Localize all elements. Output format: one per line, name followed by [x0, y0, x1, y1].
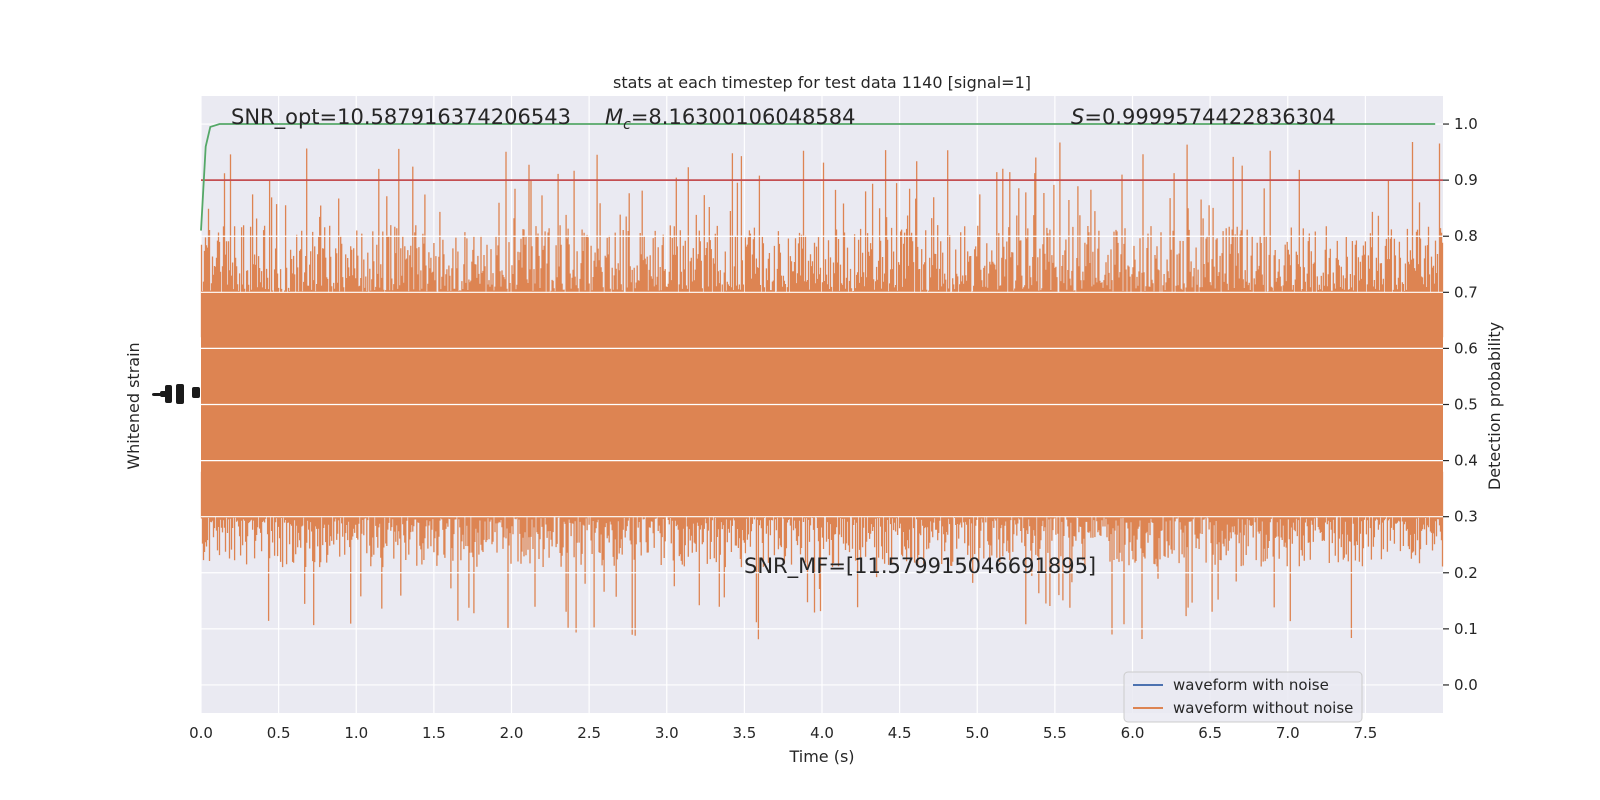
chirp-mass-symbol: M: [605, 105, 623, 129]
y-tick-label: 0.3: [1454, 508, 1478, 526]
y-axis-label-left: Whitened strain: [124, 342, 143, 469]
x-axis-ticks: 0.0 0.5 1.0 1.5 2.0 2.5 3.0 3.5 4.0 4.5 5.0 5.5 6.0 6…: [189, 724, 1377, 742]
chirp-mass-subscript: c: [623, 117, 631, 133]
waveform-lower-excursions: [200, 471, 1444, 640]
waveform-upper-excursions: [200, 142, 1444, 338]
y-tick-label: 0.0: [1454, 676, 1478, 694]
x-tick-label: 0.0: [189, 724, 213, 742]
x-tick-label: 2.0: [500, 724, 524, 742]
x-tick-label: 3.5: [732, 724, 756, 742]
y-tick-label: 0.8: [1454, 227, 1478, 245]
left-tick-label-overlap: [165, 385, 172, 403]
legend-box: [1123, 671, 1363, 723]
y-tick-label: 0.5: [1454, 396, 1478, 414]
y-tick-label: 0.7: [1454, 283, 1478, 301]
left-tick-label-overlap: [192, 387, 200, 398]
y-tick-label: 0.6: [1454, 339, 1478, 357]
chirp-mass-value: =8.16300106048584: [631, 105, 856, 129]
x-tick-label: 4.5: [888, 724, 912, 742]
x-tick-label: 6.0: [1121, 724, 1145, 742]
y-tick-label: 0.1: [1454, 620, 1478, 638]
y-axis-right-ticks: 0.0 0.1 0.2 0.3 0.4 0.5 0.6 0.7 0.8 0.9 1.0: [1443, 115, 1478, 694]
overlap-symbol: S: [1071, 105, 1084, 129]
y-tick-label: 0.9: [1454, 171, 1478, 189]
overlap-value: =0.9999574422836304: [1084, 105, 1335, 129]
x-tick-label: 1.5: [422, 724, 446, 742]
left-tick-label-overlap: [160, 391, 168, 397]
chirp-mass-annotation: Mc=8.16300106048584: [605, 105, 856, 133]
snr-mf-annotation: SNR_MF=[11.579915046691895]: [744, 554, 1096, 579]
overlap-annotation: S=0.9999574422836304: [1071, 105, 1336, 129]
x-tick-label: 1.0: [344, 724, 368, 742]
x-axis-label: Time (s): [788, 747, 854, 766]
y-tick-label: 0.4: [1454, 452, 1478, 470]
y-tick-label: 0.2: [1454, 564, 1478, 582]
y-tick-label: 1.0: [1454, 115, 1478, 133]
x-tick-label: 3.0: [655, 724, 679, 742]
x-tick-label: 7.0: [1276, 724, 1300, 742]
detection-probability-line: [200, 123, 1436, 231]
x-tick-label: 5.5: [1043, 724, 1067, 742]
x-tick-label: 5.0: [965, 724, 989, 742]
legend-label-without-noise: waveform without noise: [1173, 699, 1353, 717]
probability-overlay: [200, 123, 1443, 231]
x-tick-label: 6.5: [1198, 724, 1222, 742]
left-axis-tick-labels: [152, 384, 200, 404]
x-tick-label: 4.0: [810, 724, 834, 742]
left-tick-label-overlap: [176, 384, 184, 404]
legend-label-with-noise: waveform with noise: [1173, 676, 1329, 694]
x-tick-label: 7.5: [1353, 724, 1377, 742]
x-tick-label: 0.5: [267, 724, 291, 742]
legend: waveform with noise waveform without noi…: [1123, 671, 1363, 723]
x-tick-label: 2.5: [577, 724, 601, 742]
snr-opt-annotation: SNR_opt=10.587916374206543: [231, 105, 571, 130]
y-axis-label-right: Detection probability: [1485, 322, 1504, 490]
chart-title: stats at each timestep for test data 114…: [613, 73, 1031, 92]
